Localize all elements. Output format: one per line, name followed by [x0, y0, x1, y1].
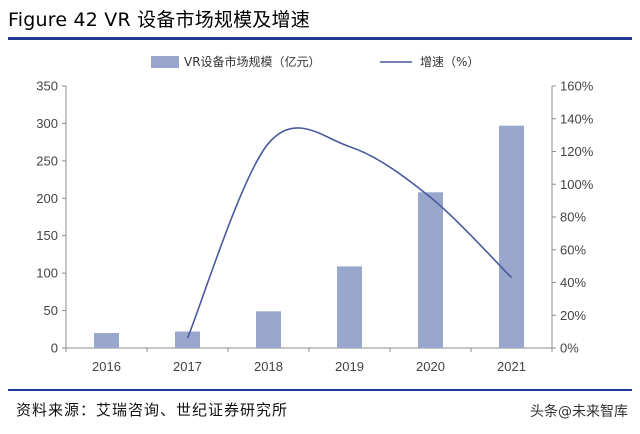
- y-left-tick-label: 200: [36, 191, 58, 206]
- legend-line-label: 增速（%）: [420, 55, 479, 69]
- y-left-tick-label: 250: [36, 153, 58, 168]
- title-rule: [8, 37, 632, 40]
- bars: [94, 125, 524, 348]
- y-right-tick-label: 100%: [560, 177, 594, 192]
- footer-rule: [8, 389, 632, 391]
- y-right-tick-label: 40%: [560, 275, 586, 290]
- y-left-tick-label: 350: [36, 79, 58, 94]
- y-left-tick-label: 0: [51, 341, 58, 356]
- watermark: 头条@未来智库: [530, 404, 628, 420]
- y-left-tick-label: 300: [36, 116, 58, 131]
- axes: [62, 85, 556, 352]
- x-tick-label: 2016: [92, 359, 121, 374]
- y-right-tick-label: 0%: [560, 341, 579, 356]
- bar: [337, 266, 362, 348]
- legend: VR设备市场规模（亿元） 增速（%）: [151, 54, 479, 69]
- y-right-tick-label: 120%: [560, 144, 594, 159]
- bar: [175, 331, 200, 348]
- legend-bar-swatch: [151, 56, 179, 68]
- growth-rate-line: [186, 127, 513, 339]
- x-tick-label: 2018: [254, 359, 283, 374]
- chart: VR设备市场规模（亿元） 增速（%） 0 50 100 150 200 250 300 350…: [36, 54, 593, 375]
- legend-bar-label: VR设备市场规模（亿元）: [184, 54, 321, 69]
- tick-labels: 0 50 100 150 200 250 300 350 0% 20% 40% 60% 80% 100% 1…: [36, 79, 593, 375]
- x-tick-label: 2020: [416, 359, 445, 374]
- y-right-tick-label: 60%: [560, 242, 586, 257]
- bar: [94, 333, 119, 348]
- bar: [499, 125, 524, 348]
- x-tick-label: 2019: [335, 359, 364, 374]
- y-left-tick-label: 150: [36, 228, 58, 243]
- y-left-tick-label: 50: [44, 303, 58, 318]
- growth-line: [186, 127, 513, 339]
- y-right-tick-label: 80%: [560, 210, 586, 225]
- x-tick-label: 2021: [497, 359, 526, 374]
- bar: [418, 192, 443, 348]
- x-tick-label: 2017: [173, 359, 202, 374]
- chart-title: Figure 42 VR 设备市场规模及增速: [8, 9, 310, 31]
- y-right-tick-label: 140%: [560, 111, 594, 126]
- y-right-tick-label: 20%: [560, 308, 586, 323]
- y-right-tick-label: 160%: [560, 79, 594, 94]
- y-left-tick-label: 100: [36, 266, 58, 281]
- source-note: 资料来源：艾瑞咨询、世纪证券研究所: [16, 401, 289, 419]
- bar: [256, 311, 281, 348]
